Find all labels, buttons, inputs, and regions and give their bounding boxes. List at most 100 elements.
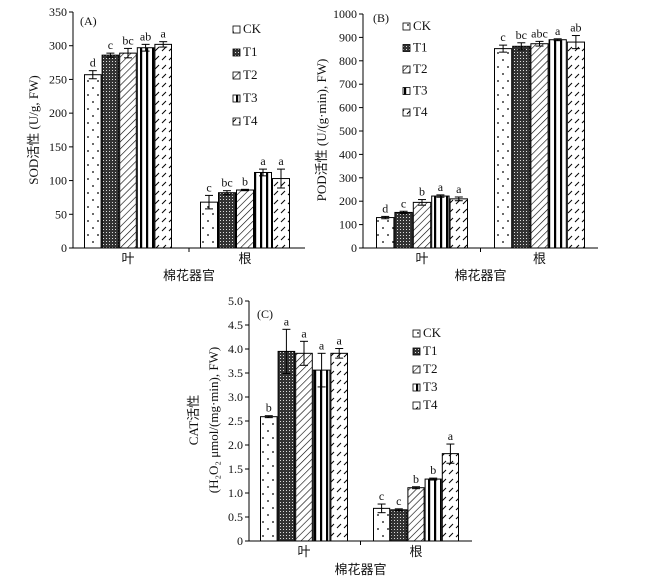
significance-letter: bc: [221, 176, 232, 190]
category-label: 叶: [121, 251, 134, 266]
y-tick-label: 100: [339, 218, 357, 232]
legend-label: T1: [423, 343, 437, 358]
y-axis-label-units: (H₂O₂ μmol/(mg·min), FW): [206, 347, 221, 493]
category-label: 叶: [415, 251, 428, 266]
legend-swatch: [412, 401, 421, 410]
y-tick-label: 0: [61, 241, 67, 255]
bar-t2: [412, 201, 432, 249]
bar-t3: [431, 195, 450, 249]
bar-t4: [449, 198, 469, 249]
legend-swatch: [232, 71, 241, 80]
bar-t4: [441, 453, 459, 542]
legend-swatch: [232, 48, 241, 57]
legend-swatch: [402, 65, 411, 74]
legend-swatch: [232, 25, 241, 34]
legend-label: T3: [413, 83, 427, 98]
bar-t1: [218, 192, 236, 249]
legend-swatch: [402, 108, 411, 117]
bar-t1: [390, 509, 408, 542]
y-tick-label: 300: [339, 171, 357, 185]
y-tick-label: 5.0: [228, 294, 243, 308]
y-tick-label: 0.5: [228, 510, 243, 524]
legend-swatch: [402, 44, 411, 52]
significance-letter: c: [396, 494, 401, 508]
significance-letter: a: [319, 338, 325, 352]
legend-label: T3: [423, 379, 437, 394]
x-axis-label: 棉花器官: [163, 268, 215, 283]
bar-t4: [272, 178, 290, 249]
legend-swatch: [412, 383, 421, 392]
significance-letter: a: [448, 429, 454, 443]
y-tick-label: 400: [339, 147, 357, 161]
y-tick-label: 350: [49, 5, 67, 19]
bar-t2: [407, 487, 425, 542]
bar-t1: [277, 350, 296, 542]
legend-label: CK: [243, 21, 262, 36]
significance-letter: a: [555, 24, 561, 38]
y-tick-label: 200: [49, 106, 67, 120]
y-tick-label: 3.5: [228, 366, 243, 380]
y-axis-label: POD活性 (U/(g·min), FW): [314, 59, 329, 202]
bar-ck: [84, 74, 102, 249]
y-tick-label: 200: [339, 194, 357, 208]
legend-swatch: [232, 94, 241, 103]
y-tick-label: 250: [49, 72, 67, 86]
legend-label: T3: [243, 90, 257, 105]
significance-letter: a: [260, 154, 266, 168]
significance-letter: ab: [570, 21, 581, 35]
significance-letter: bc: [122, 33, 133, 47]
category-label: 根: [533, 251, 546, 266]
significance-letter: d: [90, 56, 96, 70]
legend-label: T1: [243, 44, 257, 59]
bar-t2: [530, 43, 549, 249]
significance-letter: a: [456, 182, 462, 196]
significance-letter: c: [379, 489, 384, 503]
significance-letter: b: [266, 401, 272, 415]
significance-letter: a: [161, 27, 167, 41]
significance-letter: b: [413, 472, 419, 486]
y-tick-label: 4.0: [228, 342, 243, 356]
bar-ck: [494, 48, 513, 249]
legend-label: CK: [423, 325, 442, 340]
significance-letter: b: [242, 174, 248, 188]
y-tick-label: 800: [339, 54, 357, 68]
significance-letter: b: [430, 463, 436, 477]
y-tick-label: 500: [339, 124, 357, 138]
bar-t2: [236, 189, 254, 249]
y-axis-label: CAT活性: [186, 395, 201, 446]
legend-swatch: [232, 117, 241, 126]
bar-ck: [376, 217, 395, 249]
y-tick-label: 4.5: [228, 318, 243, 332]
chart-panel-c: 0 0.5 1.0 1.5 2.0 2.5 3.0 3.5 4.0 4.5 5.0 (C) CAT活性 (…: [186, 294, 472, 577]
bar-t3: [312, 369, 331, 542]
legend-label: T4: [423, 397, 438, 412]
y-tick-label: 900: [339, 30, 357, 44]
legend-label: T2: [243, 67, 257, 82]
significance-letter: c: [401, 196, 406, 210]
legend-swatch: [402, 87, 411, 95]
significance-letter: bc: [516, 28, 527, 42]
significance-letter: a: [301, 326, 307, 340]
x-axis-label: 棉花器官: [454, 268, 506, 283]
significance-letter: b: [419, 185, 425, 199]
legend-label: CK: [413, 18, 432, 33]
bar-t1: [512, 45, 531, 249]
panel-label: (B): [373, 11, 389, 25]
y-tick-label: 2.5: [228, 414, 243, 428]
x-axis-label: 棉花器官: [334, 562, 386, 577]
category-label: 根: [238, 251, 251, 266]
legend-label: T4: [413, 104, 428, 119]
significance-letter: a: [278, 154, 284, 168]
panel-label: (C): [257, 307, 273, 321]
significance-letter: a: [438, 180, 444, 194]
y-tick-label: 150: [49, 140, 67, 154]
y-tick-label: 1000: [333, 7, 357, 21]
significance-letter: ab: [140, 29, 151, 43]
y-tick-label: 300: [49, 39, 67, 53]
legend-label: T1: [413, 40, 427, 55]
legend-swatch: [412, 365, 421, 374]
bar-t3: [136, 47, 155, 249]
legend-label: T2: [423, 361, 437, 376]
legend-label: T2: [413, 61, 427, 76]
